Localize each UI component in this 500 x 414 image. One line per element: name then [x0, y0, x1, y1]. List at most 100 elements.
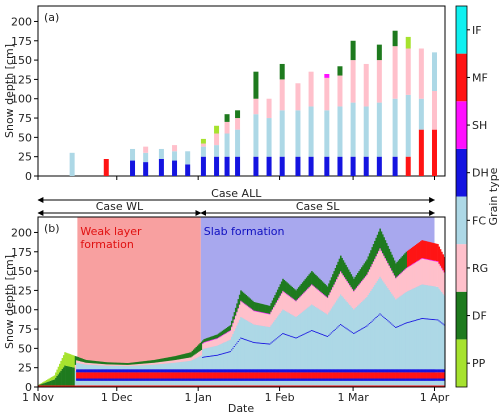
snowpack-cell-mf	[185, 385, 187, 387]
snowpack-cell-dh	[309, 369, 312, 373]
snowpack-cell-dh	[106, 378, 108, 381]
snowpack-cell-fc	[341, 325, 343, 370]
snowpack-cell-dh	[232, 369, 234, 373]
snowpack-cell-fc	[416, 380, 418, 386]
snowpack-cell-mf	[137, 372, 140, 379]
snowpack-cell-sh	[244, 303, 246, 305]
snowpack-cell-mf	[425, 385, 427, 387]
snowpack-cell-rg	[374, 259, 376, 285]
snowpack-cell-dh	[430, 378, 433, 381]
snowpack-cell-mf	[425, 372, 427, 379]
snowpack-cell-fc	[252, 323, 254, 342]
snowpack-cell-df	[186, 353, 188, 359]
snowpack-cell-rg	[414, 262, 417, 288]
snowpack-cell-fc	[179, 380, 182, 386]
snowpack-cell-mf	[64, 385, 66, 387]
snowpack-cell-mf	[270, 385, 272, 387]
snowpack-cell-df	[288, 284, 291, 296]
snowpack-cell-fc	[347, 303, 350, 330]
snowpack-cell-dh	[404, 323, 406, 324]
snowpack-cell-mf	[359, 385, 362, 387]
snowpack-cell-dh	[336, 369, 338, 373]
snowpack-cell-fc	[435, 320, 438, 370]
snowpack-cell-fc	[166, 363, 169, 370]
snowpack-cell-dh	[282, 333, 284, 334]
snowpack-cell-mf	[429, 385, 431, 387]
snowpack-cell-fc	[442, 380, 444, 386]
snowpack-cell-rg	[181, 358, 183, 362]
snowpack-cell-dh	[229, 378, 232, 381]
snowpack-cell-mf	[270, 372, 272, 379]
snowpack-cell-dh	[77, 369, 79, 373]
snowpack-cell-dh	[207, 369, 209, 373]
snowpack-cell-sh	[330, 289, 333, 291]
snowpack-cell-fc	[254, 343, 257, 370]
snowpack-cell-dh	[427, 318, 430, 320]
legend-label-fc: FC	[472, 214, 486, 227]
snowpack-cell-fc	[384, 284, 387, 318]
snowpack-cell-mf	[95, 385, 98, 387]
snowpack-cell-mf	[157, 385, 160, 387]
snowpack-cell-dh	[156, 369, 158, 373]
snowpack-cell-dh	[329, 333, 332, 335]
profile-layer-fc	[235, 129, 241, 157]
snowpack-cell-mf	[299, 385, 301, 387]
snowpack-cell-rg	[442, 270, 444, 294]
snowpack-cell-rg	[190, 357, 192, 361]
snowpack-cell-dh	[322, 334, 325, 336]
panel-b-ytick-label: 175	[11, 246, 32, 259]
snowpack-cell-mf	[374, 372, 376, 379]
snowpack-cell-fc	[282, 380, 284, 386]
snowpack-cell-mf	[135, 385, 137, 387]
snowpack-cell-sh	[378, 250, 380, 252]
snowpack-cell-fc	[104, 380, 107, 386]
snowpack-cell-fc	[316, 380, 318, 386]
snowpack-cell-dh	[279, 335, 282, 337]
snowpack-cell-mf	[357, 385, 359, 387]
snowpack-cell-rg	[263, 313, 266, 327]
snowpack-cell-fc	[288, 313, 291, 336]
snowpack-cell-fc	[255, 325, 258, 343]
snowpack-cell-mf	[442, 385, 444, 387]
snowpack-cell-dh	[76, 369, 78, 373]
snowpack-cell-dh	[175, 369, 178, 373]
snowpack-cell-dh	[315, 369, 317, 373]
snowpack-cell-df	[174, 356, 177, 361]
snowpack-cell-fc	[240, 317, 242, 338]
snowpack-cell-fc	[154, 364, 157, 370]
snowpack-cell-dh	[438, 378, 441, 381]
profile-layer-rg	[200, 143, 206, 147]
snowpack-cell-dh	[270, 369, 272, 373]
snowpack-cell-fc	[220, 354, 223, 370]
snowpack-cell-fc	[443, 295, 446, 325]
snowpack-cell-rg	[410, 265, 413, 290]
snowpack-cell-dh	[437, 378, 439, 381]
snowpack-cell-df	[357, 273, 359, 286]
panel-a-ytick-label: 125	[11, 73, 32, 86]
snowpack-cell-df	[308, 274, 311, 288]
snowpack-cell-mf	[156, 372, 158, 379]
snowpack-cell-df	[316, 276, 318, 289]
snowpack-cell-mf	[185, 372, 187, 379]
snowpack-cell-sh	[332, 286, 334, 288]
snowpack-cell-mf	[391, 385, 393, 387]
snowpack-cell-mf	[252, 372, 254, 379]
snowpack-cell-dh	[132, 369, 135, 373]
snowpack-cell-dh	[301, 378, 304, 381]
snowpack-cell-fc	[228, 352, 230, 370]
snowpack-cell-fc	[295, 338, 297, 370]
snowpack-cell-pp	[43, 381, 45, 384]
snowpack-cell-sh	[354, 289, 357, 290]
snowpack-cell-rg	[158, 362, 161, 365]
snowpack-cell-df	[40, 384, 43, 386]
snowpack-cell-sh	[202, 343, 204, 344]
snowpack-cell-pp	[48, 378, 51, 382]
snowpack-cell-fc	[221, 343, 224, 354]
snowpack-cell-rg	[202, 343, 204, 350]
snowpack-cell-dh	[409, 369, 412, 373]
snowpack-cell-df	[60, 370, 62, 386]
snowpack-cell-rg	[334, 282, 337, 303]
snowpack-cell-dh	[133, 369, 136, 373]
snowpack-cell-rg	[78, 361, 81, 364]
